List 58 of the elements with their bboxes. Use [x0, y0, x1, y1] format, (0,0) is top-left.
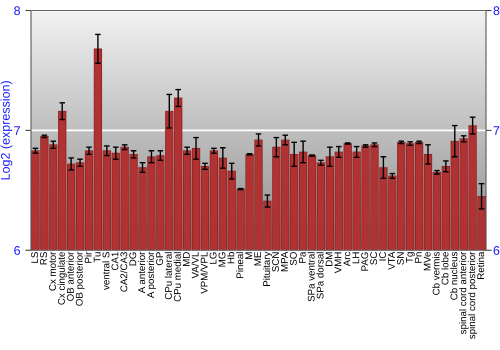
x-tick-label: RS — [40, 252, 47, 264]
x-tick-label: Cb vermis — [432, 252, 440, 295]
x-tick-label: A anterior — [138, 252, 146, 294]
x-tick-label: MPA — [281, 252, 288, 272]
x-tick-label: CPu medial — [174, 252, 181, 302]
x-tick-label: Cb nucleus — [450, 252, 458, 300]
x-tick-label: Pineal — [236, 252, 244, 278]
x-tick-label: LH — [352, 252, 360, 264]
y-tick-label: 8 — [14, 6, 20, 16]
x-tick-label: Pa — [298, 252, 306, 263]
x-tick-label: VPM/VPL — [200, 252, 208, 294]
x-tick-label: Hb — [227, 252, 234, 264]
x-tick-label: SCN — [272, 252, 279, 272]
x-tick-label: DM — [326, 252, 332, 266]
x-tick-label: Pir — [84, 252, 92, 263]
x-tick-label: CA1 — [111, 252, 118, 270]
x-tick-label: Tg — [406, 252, 415, 263]
x-tick-label: LG — [210, 252, 216, 264]
y-tick-label: 6 — [14, 246, 20, 255]
x-tick-label: OB anterior — [66, 252, 74, 301]
x-tick-label: M — [245, 252, 252, 259]
x-tick-label: MVe — [424, 252, 431, 270]
x-tick-label: ME — [254, 252, 262, 266]
x-tick-label: OB posterior — [76, 252, 85, 306]
y2-tick-label: 6 — [494, 246, 500, 255]
x-tick-label: Cx cingulate — [58, 252, 67, 305]
x-tick-label: spinal cord anterior — [459, 252, 468, 334]
x-tick-label: PAG — [361, 252, 368, 271]
x-tick-label: SPa dorsal — [316, 252, 324, 299]
x-tick-label: MD — [182, 252, 190, 266]
x-tick-label: Cx motor — [49, 252, 56, 291]
x-tick-label: Pn — [414, 252, 422, 263]
x-tick-label: spinal cord posterior — [468, 252, 478, 339]
x-tick-label: Cb lobe — [441, 252, 448, 285]
x-tick-label: A posterior — [146, 252, 156, 298]
x-tick-label: Retina — [477, 252, 484, 279]
y2-tick-label: 8 — [493, 6, 500, 16]
x-tick-label: SN — [396, 252, 404, 265]
x-tick-label: MG — [218, 252, 226, 266]
x-tick-label: GP — [156, 252, 163, 266]
x-tick-label: SPa ventral — [308, 252, 315, 302]
x-tick-label: CA2/CA3 — [120, 252, 128, 292]
y2-tick-label: 7 — [494, 126, 500, 135]
x-tick-label: VTA — [388, 252, 395, 270]
x-tick-label: Tu — [94, 252, 101, 262]
x-tick-label: Pituitary — [262, 252, 272, 286]
x-tick-label: IC — [379, 252, 386, 260]
x-tick-label: VMH — [334, 252, 342, 274]
x-tick-label: Arc — [344, 252, 350, 266]
y-tick-label: 7 — [14, 126, 20, 135]
x-tick-label: DG — [129, 252, 136, 266]
x-tick-label: ventral S — [102, 252, 110, 290]
x-tick-label: CPu lateral — [164, 252, 172, 300]
y-axis-title: Log2 (expression) — [0, 81, 12, 180]
x-tick-label: SO — [290, 252, 297, 266]
x-tick-label: VA/VL — [192, 252, 199, 278]
x-tick-label: SC — [370, 252, 378, 265]
x-tick-label: LS — [31, 252, 38, 263]
